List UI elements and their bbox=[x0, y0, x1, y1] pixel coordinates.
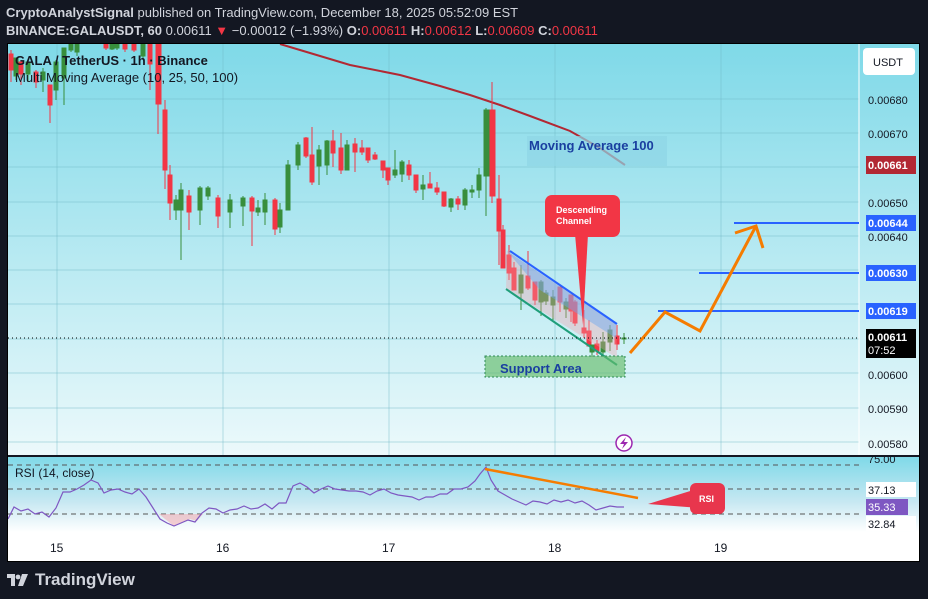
down-arrow-icon: ▼ bbox=[215, 23, 229, 38]
close-label: C: bbox=[538, 23, 552, 38]
high-label: H: bbox=[410, 23, 425, 38]
level-label-3 bbox=[866, 303, 916, 319]
rsi-axis-top: 75.00 bbox=[868, 454, 896, 466]
time-axis[interactable] bbox=[8, 532, 919, 561]
rsi-upper-value: 37.13 bbox=[868, 485, 896, 497]
author-name[interactable]: CryptoAnalystSignal bbox=[6, 5, 134, 20]
low-value: 0.00609 bbox=[487, 23, 535, 38]
level-label-2 bbox=[866, 265, 916, 281]
price-tick: 0.00640 bbox=[868, 232, 908, 244]
ma100-price-label bbox=[866, 156, 916, 174]
tradingview-logo[interactable]: TradingView bbox=[7, 570, 135, 590]
ma100-annotation-label: Moving Average 100 bbox=[529, 138, 654, 153]
level-text-2: 0.00630 bbox=[868, 268, 908, 280]
rsi-trendline[interactable] bbox=[484, 467, 639, 500]
open-value: 0.00611 bbox=[361, 23, 408, 38]
symbol: BINANCE:GALAUSDT, 60 bbox=[6, 23, 163, 38]
price-tick: 0.00670 bbox=[868, 129, 908, 141]
symbol-info: BINANCE:GALAUSDT, 60 0.00611 ▼ −0.00012 … bbox=[6, 23, 598, 38]
current-price-label bbox=[866, 329, 916, 358]
time-tick: 17 bbox=[382, 541, 396, 555]
channel-callout[interactable]: Descending Channel bbox=[545, 195, 620, 325]
grid bbox=[8, 44, 859, 532]
channel-callout-line2: Channel bbox=[556, 216, 592, 226]
current-price-text: 0.00611 bbox=[868, 332, 907, 344]
time-tick: 15 bbox=[50, 541, 64, 555]
support-area[interactable]: Support Area bbox=[484, 355, 626, 378]
chart-frame[interactable]: Support Area Moving Average 100 Descendi… bbox=[7, 43, 920, 562]
target-levels[interactable] bbox=[658, 222, 859, 312]
rsi-current-label bbox=[866, 499, 908, 515]
price-tick: 0.00590 bbox=[868, 404, 908, 416]
rsi-lower-label bbox=[866, 516, 916, 531]
publish-info: CryptoAnalystSignal published on Trading… bbox=[6, 5, 518, 20]
projection-arrow[interactable] bbox=[628, 224, 765, 354]
channel-callout-line1: Descending bbox=[556, 205, 607, 215]
price-tick: 0.00680 bbox=[868, 95, 908, 107]
lightning-icon[interactable] bbox=[615, 434, 633, 452]
price-axis-pane[interactable] bbox=[859, 44, 919, 456]
price-pane[interactable] bbox=[8, 44, 859, 456]
indicator-legend[interactable]: Multi Moving Average (10, 25, 50, 100) bbox=[15, 70, 238, 85]
open-label: O: bbox=[346, 23, 362, 38]
price-tick: 0.00580 bbox=[868, 439, 908, 451]
time-tick: 19 bbox=[714, 541, 728, 555]
tradingview-brand: TradingView bbox=[35, 570, 135, 589]
chart-title: GALA / TetherUS · 1h · Binance bbox=[15, 53, 208, 68]
level-label-1 bbox=[866, 215, 916, 231]
price-axis[interactable]: USDT 0.00680 0.00670 0.00661 0.00650 0.0… bbox=[863, 48, 916, 451]
high-value: 0.00612 bbox=[424, 23, 472, 38]
time-tick: 16 bbox=[216, 541, 230, 555]
level-text-1: 0.00644 bbox=[868, 218, 909, 230]
rsi-lower-value: 32.84 bbox=[868, 519, 896, 531]
rsi-pane[interactable] bbox=[8, 457, 859, 532]
rsi-line bbox=[8, 465, 624, 527]
ma100-annotation[interactable]: Moving Average 100 bbox=[527, 136, 667, 166]
level-text-3: 0.00619 bbox=[868, 306, 908, 318]
rsi-callout-label: RSI bbox=[699, 494, 714, 504]
rsi-upper-label bbox=[866, 482, 916, 497]
descending-channel[interactable] bbox=[505, 250, 618, 366]
currency-button[interactable] bbox=[863, 48, 915, 75]
rsi-oversold-fill bbox=[159, 514, 203, 526]
price-change: −0.00012 (−1.93%) bbox=[231, 23, 344, 38]
price-tick: 0.00600 bbox=[868, 370, 908, 382]
currency-label: USDT bbox=[873, 57, 903, 69]
tradingview-logo-icon bbox=[7, 574, 28, 586]
ma100-price-text: 0.00661 bbox=[868, 160, 908, 172]
rsi-callout[interactable]: RSI bbox=[648, 483, 725, 514]
rsi-current-value: 35.33 bbox=[868, 502, 896, 514]
publish-text: published on TradingView.com, December 1… bbox=[137, 5, 519, 20]
close-value: 0.00611 bbox=[551, 23, 598, 38]
support-area-label: Support Area bbox=[500, 361, 583, 376]
price-tick: 0.00650 bbox=[868, 198, 908, 210]
time-tick: 18 bbox=[548, 541, 562, 555]
rsi-bands bbox=[8, 464, 859, 515]
bar-countdown: 07:52 bbox=[868, 345, 896, 357]
rsi-title[interactable]: RSI (14, close) bbox=[15, 466, 94, 480]
last-price: 0.00611 bbox=[165, 23, 212, 38]
low-label: L: bbox=[475, 23, 488, 38]
